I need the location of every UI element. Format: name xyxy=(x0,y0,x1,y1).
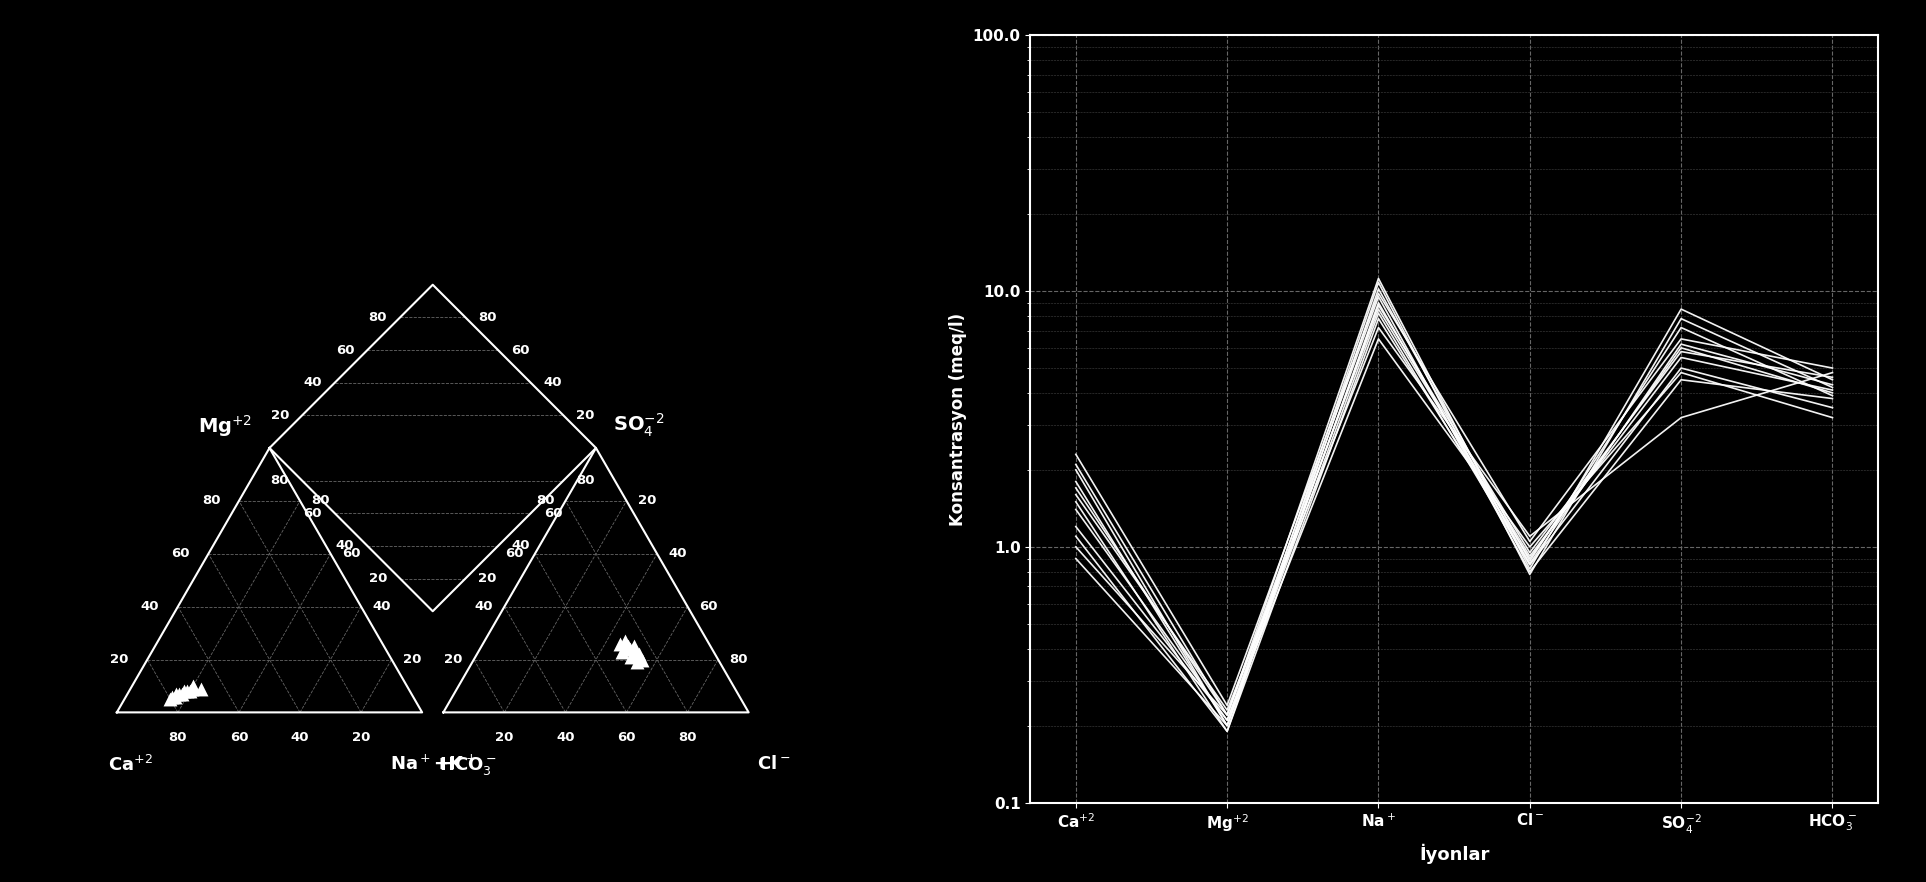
Text: 80: 80 xyxy=(202,495,220,507)
Point xyxy=(622,655,653,669)
Text: 80: 80 xyxy=(730,653,747,666)
Text: 80: 80 xyxy=(368,310,387,324)
Point xyxy=(185,682,216,696)
Point xyxy=(175,682,206,696)
Text: Cl$^-$: Cl$^-$ xyxy=(757,755,790,773)
Point xyxy=(614,642,645,656)
Text: 60: 60 xyxy=(505,547,524,560)
Text: 80: 80 xyxy=(312,495,329,507)
Text: 20: 20 xyxy=(478,572,497,585)
Text: 80: 80 xyxy=(678,731,697,744)
Text: 40: 40 xyxy=(557,731,574,744)
Point xyxy=(169,684,200,699)
Y-axis label: Konsantrasyon (meq/l): Konsantrasyon (meq/l) xyxy=(950,312,967,526)
Point xyxy=(616,650,647,664)
Point xyxy=(605,637,636,651)
Text: Ca$^{+2}$: Ca$^{+2}$ xyxy=(108,755,154,775)
Point xyxy=(612,639,643,654)
Text: 60: 60 xyxy=(302,507,322,519)
Text: 80: 80 xyxy=(270,475,289,487)
Text: 40: 40 xyxy=(302,377,322,389)
Text: 20: 20 xyxy=(445,653,462,666)
Text: 60: 60 xyxy=(616,731,636,744)
Point xyxy=(624,647,655,662)
Point xyxy=(162,687,193,701)
Point xyxy=(164,687,195,701)
Text: 80: 80 xyxy=(169,731,187,744)
Point xyxy=(626,653,657,667)
Text: 20: 20 xyxy=(495,731,514,744)
Text: Mg$^{+2}$: Mg$^{+2}$ xyxy=(198,414,252,439)
Text: 60: 60 xyxy=(171,547,191,560)
Text: 40: 40 xyxy=(543,377,562,389)
Text: 20: 20 xyxy=(272,409,289,422)
Text: HCO$_3^-$: HCO$_3^-$ xyxy=(439,755,497,777)
Text: 20: 20 xyxy=(110,653,129,666)
Text: 20: 20 xyxy=(403,653,422,666)
Text: 60: 60 xyxy=(543,507,562,519)
Text: 60: 60 xyxy=(229,731,248,744)
X-axis label: İyonlar: İyonlar xyxy=(1419,844,1489,864)
Text: 40: 40 xyxy=(335,540,354,552)
Text: 20: 20 xyxy=(368,572,387,585)
Text: 20: 20 xyxy=(576,409,595,422)
Text: 40: 40 xyxy=(141,600,160,613)
Text: Na$^+$+K$^+$: Na$^+$+K$^+$ xyxy=(389,755,476,774)
Text: 40: 40 xyxy=(474,600,493,613)
Text: 80: 80 xyxy=(535,495,555,507)
Point xyxy=(177,679,208,693)
Text: 40: 40 xyxy=(291,731,310,744)
Point xyxy=(616,642,647,656)
Point xyxy=(168,687,198,701)
Text: 60: 60 xyxy=(335,343,354,356)
Text: 60: 60 xyxy=(341,547,360,560)
Point xyxy=(611,634,641,648)
Point xyxy=(175,684,206,699)
Point xyxy=(171,684,202,699)
Text: 40: 40 xyxy=(372,600,391,613)
Text: 40: 40 xyxy=(510,540,530,552)
Text: 20: 20 xyxy=(638,495,657,507)
Text: 80: 80 xyxy=(478,310,497,324)
Point xyxy=(620,647,651,662)
Point xyxy=(156,690,187,704)
Point xyxy=(618,639,649,654)
Text: SO$_4^{-2}$: SO$_4^{-2}$ xyxy=(612,412,664,439)
Point xyxy=(607,645,638,659)
Text: 20: 20 xyxy=(352,731,370,744)
Text: 40: 40 xyxy=(668,547,688,560)
Point xyxy=(160,690,191,704)
Text: 60: 60 xyxy=(510,343,530,356)
Text: 80: 80 xyxy=(576,475,595,487)
Text: 60: 60 xyxy=(699,600,716,613)
Point xyxy=(154,692,185,706)
